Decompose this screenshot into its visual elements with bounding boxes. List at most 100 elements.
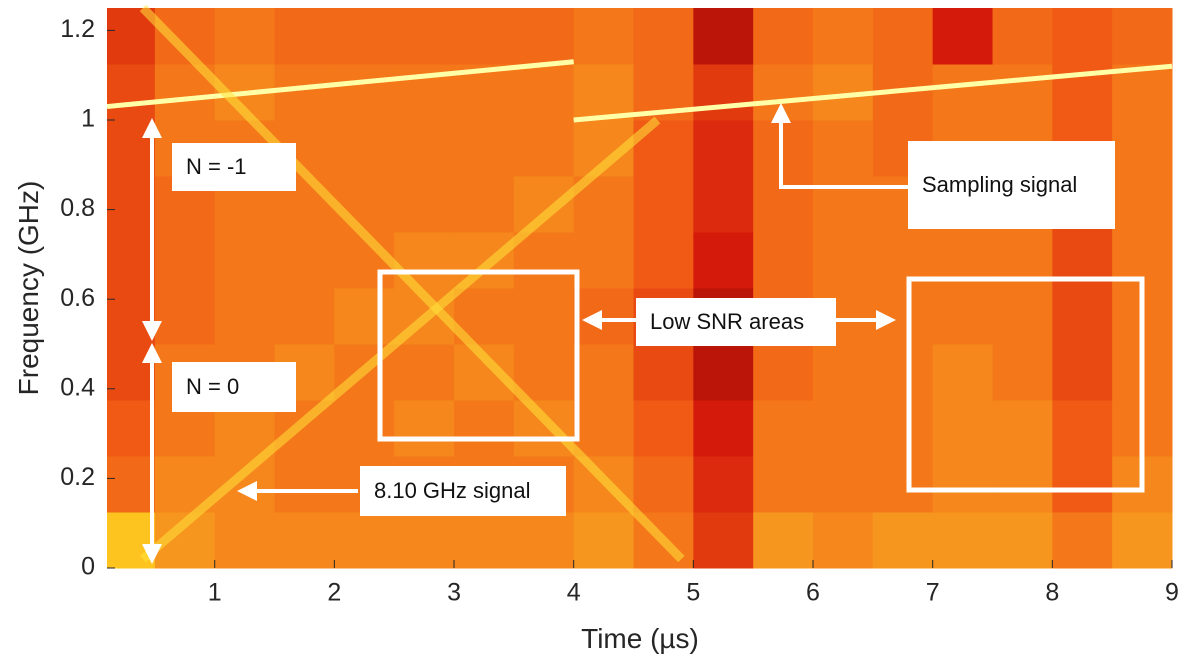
- annotation: N = 0: [172, 362, 296, 412]
- heat-cell: [1052, 512, 1113, 569]
- heat-cell: [813, 512, 874, 569]
- heat-cell: [932, 512, 994, 569]
- annotation: N = -1: [172, 143, 296, 191]
- heat-cell: [992, 344, 1053, 401]
- signal-line: [139, 4, 685, 563]
- heat-cell: [872, 512, 934, 569]
- heat-cell: [154, 232, 216, 289]
- heat-cell: [394, 400, 455, 457]
- heat-cell: [693, 8, 754, 65]
- heat-cell: [1052, 8, 1113, 65]
- heat-cell: [992, 400, 1053, 457]
- heat-cell: [753, 512, 814, 569]
- heat-cell: [932, 288, 994, 345]
- heat-cell: [932, 8, 994, 65]
- heat-cell: [872, 400, 934, 457]
- heat-cell: [334, 176, 395, 233]
- x-tick-label: 4: [567, 579, 581, 607]
- low-snr-box: [377, 269, 580, 442]
- heat-cell: [992, 64, 1053, 121]
- x-tick-label: 2: [327, 579, 341, 607]
- heat-cell: [813, 344, 874, 401]
- y-tick-label: 1.2: [60, 15, 95, 43]
- heat-cell: [872, 456, 934, 513]
- heat-cell: [513, 288, 575, 345]
- heat-cell: [214, 8, 276, 65]
- heat-cell: [513, 64, 575, 121]
- heat-cell: [334, 512, 395, 569]
- heat-cell: [932, 400, 994, 457]
- low-snr-box: [906, 276, 1145, 493]
- heat-cell: [813, 176, 874, 233]
- heat-cell: [1112, 8, 1173, 65]
- heat-cell: [334, 64, 395, 121]
- heat-cell: [932, 64, 994, 121]
- heat-cell: [454, 120, 515, 177]
- heat-cell: [693, 400, 754, 457]
- heat-cell: [107, 456, 156, 513]
- heat-cell: [932, 456, 994, 513]
- x-axis-label: Time (µs): [581, 623, 699, 654]
- heat-cell: [454, 176, 515, 233]
- heat-cell: [992, 512, 1053, 569]
- signal-line: [139, 116, 661, 563]
- heat-cell: [214, 288, 276, 345]
- heat-cell: [813, 8, 874, 65]
- heat-cell: [214, 512, 276, 569]
- heat-cell: [693, 512, 754, 569]
- heat-cell: [753, 232, 814, 289]
- heat-cell: [513, 8, 575, 65]
- y-tick-label: 0.8: [60, 194, 95, 222]
- heat-cell: [872, 344, 934, 401]
- heat-cell: [573, 232, 635, 289]
- heat-cell: [454, 400, 515, 457]
- heat-cell: [573, 288, 635, 345]
- heat-cell: [274, 232, 335, 289]
- x-tick-label: 9: [1165, 579, 1179, 607]
- heat-cell: [513, 344, 575, 401]
- heat-cell: [107, 344, 156, 401]
- heat-cell: [1052, 344, 1113, 401]
- signal-line: [106, 59, 574, 110]
- heat-cell: [513, 400, 575, 457]
- heat-cell: [573, 344, 635, 401]
- heat-cell: [813, 456, 874, 513]
- heat-cell: [394, 344, 455, 401]
- heat-cell: [633, 176, 694, 233]
- heat-cell: [693, 176, 754, 233]
- heat-cell: [107, 288, 156, 345]
- heat-cell: [633, 400, 694, 457]
- x-tick-label: 7: [926, 579, 940, 607]
- heat-cell: [334, 400, 395, 457]
- heat-cell: [154, 288, 216, 345]
- heat-cell: [1052, 400, 1113, 457]
- annotation-graphics: [142, 103, 1145, 564]
- y-axis-label: Frequency (GHz): [13, 181, 44, 396]
- signals: [106, 4, 1173, 563]
- heat-cell: [1052, 288, 1113, 345]
- heat-cell: [633, 8, 694, 65]
- arrow: [771, 103, 908, 189]
- x-tick-label: 8: [1045, 579, 1059, 607]
- heat-cell: [992, 288, 1053, 345]
- heat-cell: [813, 232, 874, 289]
- heat-cell: [633, 456, 694, 513]
- annotation: Sampling signal: [908, 141, 1115, 229]
- heat-cell: [573, 8, 635, 65]
- heat-cell: [813, 120, 874, 177]
- heat-cell: [753, 120, 814, 177]
- heat-cell: [693, 232, 754, 289]
- y-tick-label: 0: [81, 553, 95, 581]
- heat-cell: [454, 512, 515, 569]
- heat-cell: [573, 512, 635, 569]
- y-tick-label: 1: [81, 105, 95, 133]
- x-tick-label: 3: [447, 579, 461, 607]
- heat-cell: [1112, 64, 1173, 121]
- heat-cell: [107, 232, 156, 289]
- heat-cell: [693, 344, 754, 401]
- heat-cell: [1112, 176, 1173, 233]
- heat-cell: [214, 232, 276, 289]
- heat-cell: [274, 8, 335, 65]
- heat-cell: [274, 456, 335, 513]
